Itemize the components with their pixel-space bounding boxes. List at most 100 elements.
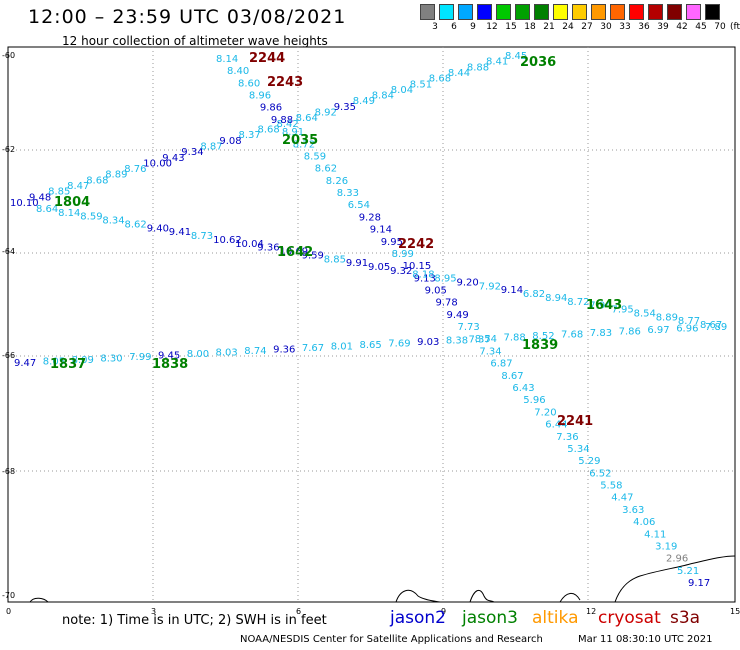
wave-reading-s-track: 5.21 (677, 566, 699, 577)
wave-reading-s-track: 8.40 (227, 66, 249, 77)
wave-reading-e-track: 7.95 (612, 305, 634, 316)
wave-reading-w-track: 6.97 (647, 325, 669, 336)
wave-reading-s-track: 6.54 (348, 200, 370, 211)
wave-reading-ne-track: 9.08 (219, 136, 241, 147)
wave-reading-w-track: 8.01 (331, 342, 353, 353)
wave-reading-e-track: 8.64 (36, 204, 58, 215)
page-subtitle: 12 hour collection of altimeter wave hei… (62, 34, 328, 48)
x-tick-label: 9 (441, 607, 446, 616)
pass-time-labels: 2244 2243 2036 2035 1804 2242 1642 1643 1837 1838… (50, 51, 622, 429)
wave-reading-ne-track: 8.85 (48, 187, 70, 198)
wave-reading-e-track: 9.59 (302, 250, 324, 261)
colorbar-swatch (534, 4, 549, 20)
wave-reading-ne-track: 8.68 (258, 125, 280, 136)
wave-reading-ne-track: 8.49 (353, 96, 375, 107)
wave-reading-ne-track: 8.51 (410, 79, 432, 90)
wave-reading-ne-track: 10.00 (143, 158, 172, 169)
credit-line: NOAA/NESDIS Center for Satellite Applica… (240, 634, 543, 645)
colorbar-swatch (420, 4, 435, 20)
colorbar-label: 6 (451, 22, 457, 32)
pass-time-label: 2242 (398, 237, 434, 252)
wave-reading-w-track: 8.38 (446, 336, 468, 347)
wave-reading-s-track: 8.33 (337, 188, 359, 199)
x-tick-label: 0 (6, 607, 11, 616)
wave-reading-s-track: 9.95 (381, 237, 403, 248)
colorbar-label: 12 (486, 22, 498, 32)
wave-reading-ne-track: 10.10 (10, 198, 39, 209)
wave-reading-s-track: 8.91 (282, 127, 304, 138)
wave-reading-s-track: 6.44 (545, 420, 567, 431)
wave-reading-e-track: 9.91 (346, 258, 368, 269)
wave-reading-e-track: 10.62 (213, 235, 242, 246)
colorbar-label: 24 (562, 22, 574, 32)
colorbar-label: 70 (714, 22, 726, 32)
x-tick-label: 3 (151, 607, 156, 616)
wave-reading-ne-track: 8.64 (296, 113, 318, 124)
wave-reading-s-track: 3.19 (655, 541, 677, 552)
colorbar-label: 21 (543, 22, 555, 32)
wave-reading-s-track: 7.36 (556, 432, 578, 443)
wave-reading-s-track: 8.14 (216, 54, 238, 65)
wave-reading-ne-track: 8.88 (467, 62, 489, 73)
wave-reading-w-track: 8.30 (100, 354, 122, 365)
legend-cryosat: cryosat (598, 608, 661, 628)
wave-reading-s-track: 8.59 (304, 152, 326, 163)
wave-reading-s-track: 4.47 (611, 493, 633, 504)
pass-time-label: 2036 (520, 55, 556, 70)
colorbar-label: 45 (695, 22, 707, 32)
wave-reading-e-track: 9.41 (169, 227, 191, 238)
wave-reading-ne-track: 9.34 (181, 147, 203, 158)
wave-reading-ne-track: 8.68 (86, 175, 108, 186)
wave-reading-e-track: 8.54 (634, 308, 656, 319)
pass-time-label: 1642 (277, 245, 313, 260)
wave-reading-s-track: 9.05 (425, 286, 447, 297)
wave-reading-w-track: 7.99 (129, 352, 151, 363)
colorbar-swatch (686, 4, 701, 20)
wave-reading-w-track: 7.68 (561, 330, 583, 341)
map-frame (7, 46, 736, 603)
legend-jason2: jason2 (390, 608, 446, 628)
wave-reading-w-track: 9.03 (417, 337, 439, 348)
wave-reading-s-track: 8.67 (501, 371, 523, 382)
colorbar-swatch (439, 4, 454, 20)
pass-time-label: 1837 (50, 357, 86, 372)
colorbar-swatch (610, 4, 625, 20)
colorbar-label: 36 (638, 22, 650, 32)
wave-reading-w-track: 9.36 (273, 345, 295, 356)
wave-reading-e-track: 8.94 (545, 293, 567, 304)
wave-reading-ne-track: 8.92 (315, 108, 337, 119)
wave-reading-w-track: 7.69 (388, 339, 410, 350)
wave-reading-w-track: 8.54 (475, 334, 497, 345)
wave-reading-s-track: 9.14 (370, 225, 392, 236)
wave-reading-ne-track: 8.68 (429, 74, 451, 85)
wave-reading-e-track: 8.18 (412, 270, 434, 281)
wave-reading-s-track: 5.96 (523, 395, 545, 406)
colorbar-label: 27 (581, 22, 593, 32)
colorbar-swatch (458, 4, 473, 20)
wave-reading-e-track: 8.14 (58, 208, 80, 219)
wave-reading-s-track: 5.58 (600, 481, 622, 492)
wave-reading-w-track: 8.52 (532, 331, 554, 342)
y-tick-label: -60 (2, 51, 15, 60)
wave-reading-e-track: 8.77 (678, 316, 700, 327)
wave-reading-e-track: 8.62 (125, 220, 147, 231)
colorbar-swatch (667, 4, 682, 20)
wave-reading-w-track: 8.05 (43, 357, 65, 368)
legend-jason3: jason3 (462, 608, 518, 628)
wave-reading-ne-track: 8.44 (448, 68, 470, 79)
wave-reading-ne-track: 8.41 (486, 57, 508, 68)
wave-reading-s-track: 6.87 (490, 359, 512, 370)
wave-reading-w-track: 9.45 (158, 351, 180, 362)
wave-reading-s-track: 9.49 (447, 310, 469, 321)
wave-reading-w-track: 8.00 (187, 349, 209, 360)
wave-reading-e-track: 8.67 (700, 320, 722, 331)
wave-reading-w-track: 7.83 (590, 328, 612, 339)
pass-time-label: 1838 (152, 357, 188, 372)
axis-labels: -60 -62 -64 -66 -68 -70 0 3 6 9 12 15 (2, 51, 740, 616)
colorbar-label: 18 (524, 22, 536, 32)
wave-reading-ne-track: 8.37 (239, 130, 261, 141)
pass-time-label: 2035 (282, 133, 318, 148)
wave-reading-e-track: 10.04 (235, 239, 264, 250)
wave-reading-s-track: 8.60 (238, 78, 260, 89)
colorbar-label: 30 (600, 22, 612, 32)
